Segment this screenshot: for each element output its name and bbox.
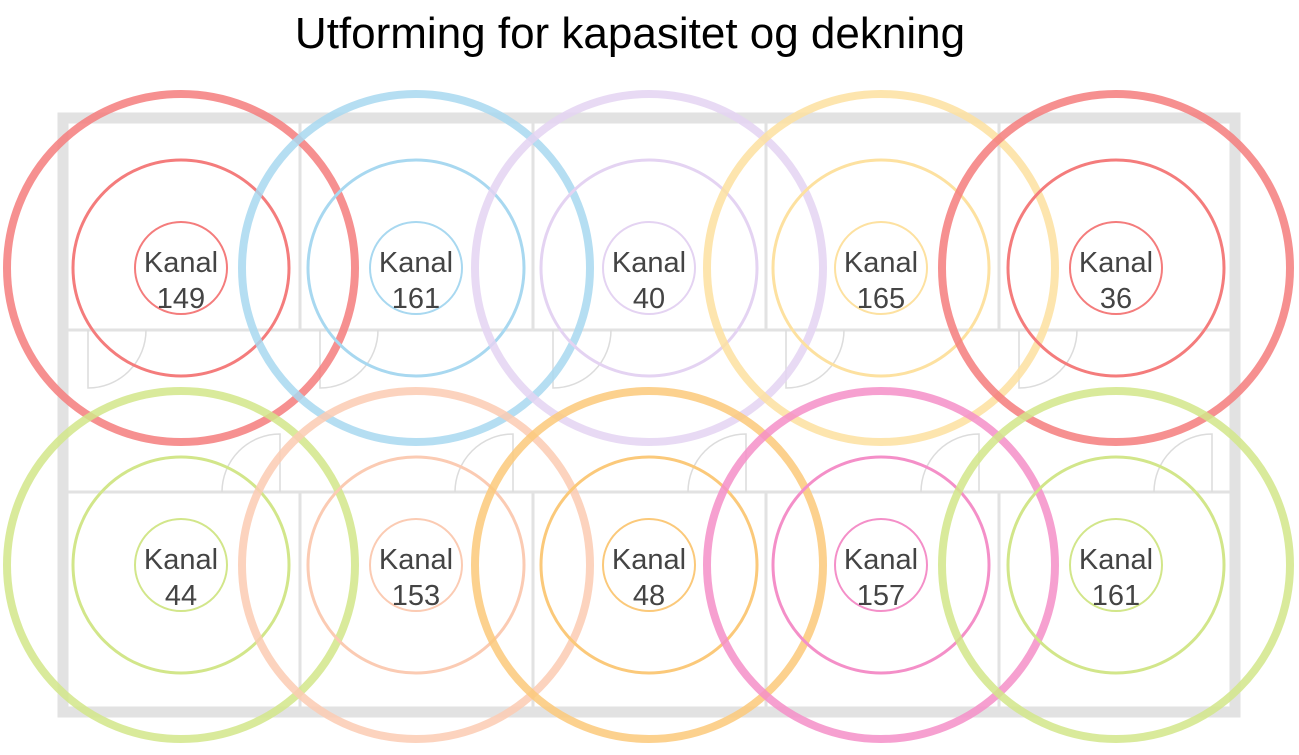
access-point <box>1069 221 1163 315</box>
access-point <box>602 518 696 612</box>
channel-number: 149 <box>157 283 205 315</box>
capacity-ring <box>1006 158 1226 378</box>
channel-label: Kanal <box>144 247 218 279</box>
capacity-ring <box>71 455 291 675</box>
channel-label: Kanal <box>1079 247 1153 279</box>
coverage-ring <box>471 90 827 446</box>
access-points: Kanal 149 Kanal 161 Kanal 40 Kanal 165 Kanal 36 Ka… <box>3 90 1294 743</box>
coverage-ring <box>703 90 1059 446</box>
access-point <box>834 221 928 315</box>
coverage-ring <box>3 387 359 743</box>
coverage-ring <box>238 387 594 743</box>
capacity-ring <box>771 158 991 378</box>
channel-number: 36 <box>1100 283 1132 315</box>
channel-label: Kanal <box>379 247 453 279</box>
coverage-ring <box>238 90 594 446</box>
capacity-ring <box>771 455 991 675</box>
doors <box>87 329 1213 493</box>
access-point <box>369 518 463 612</box>
capacity-ring <box>306 455 526 675</box>
capacity-ring <box>539 455 759 675</box>
channel-number: 40 <box>633 283 665 315</box>
title: Utforming for kapasitet og dekning <box>295 9 965 58</box>
channel-number: 161 <box>1092 580 1140 612</box>
channel-label: Kanal <box>379 544 453 576</box>
channel-label: Kanal <box>844 544 918 576</box>
access-point <box>134 221 228 315</box>
coverage-ring <box>938 90 1294 446</box>
access-point <box>369 221 463 315</box>
floor-plan <box>57 112 1241 718</box>
capacity-ring <box>71 158 291 378</box>
channel-label: Kanal <box>144 544 218 576</box>
channel-number: 157 <box>857 580 905 612</box>
access-point <box>134 518 228 612</box>
channel-number: 153 <box>392 580 440 612</box>
channel-label: Kanal <box>612 544 686 576</box>
outer-wall <box>57 112 1241 718</box>
access-point <box>1069 518 1163 612</box>
coverage-ring <box>3 90 359 446</box>
capacity-ring <box>539 158 759 378</box>
capacity-ring <box>306 158 526 378</box>
channel-number: 48 <box>633 580 665 612</box>
channel-number: 161 <box>392 283 440 315</box>
channel-number: 44 <box>165 580 197 612</box>
access-point <box>834 518 928 612</box>
capacity-ring <box>1006 455 1226 675</box>
coverage-ring <box>703 387 1059 743</box>
access-point <box>602 221 696 315</box>
coverage-ring <box>938 387 1294 743</box>
inner-walls <box>68 123 1230 707</box>
channel-label: Kanal <box>844 247 918 279</box>
channel-number: 165 <box>857 283 905 315</box>
coverage-ring <box>471 387 827 743</box>
channel-label: Kanal <box>1079 544 1153 576</box>
channel-label: Kanal <box>612 247 686 279</box>
